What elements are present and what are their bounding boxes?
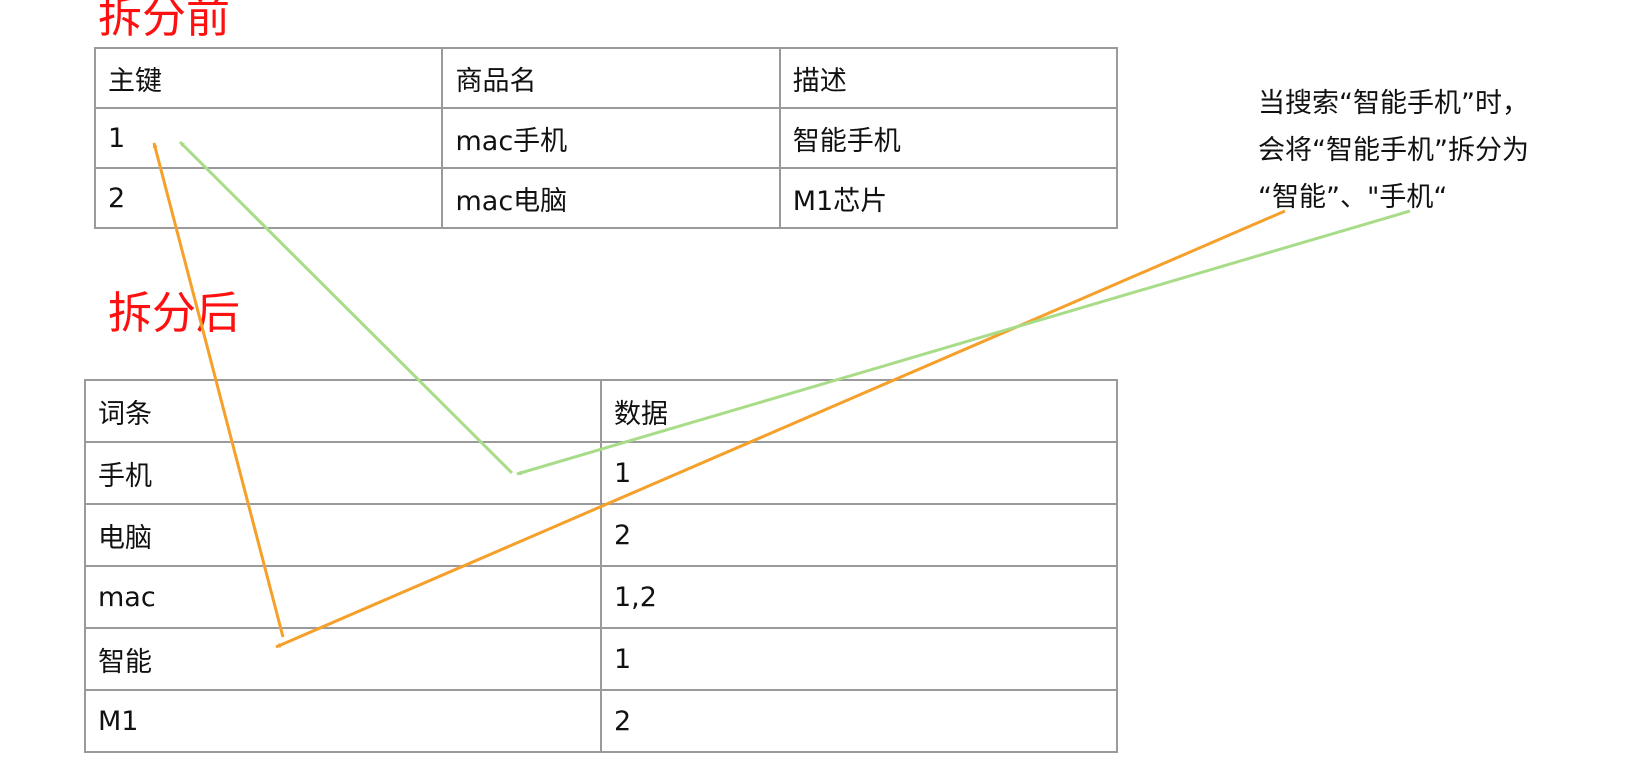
table-row: 2 mac电脑 M1芯片 xyxy=(93,167,1119,229)
table-cell: 2 xyxy=(600,503,1118,567)
column-header: 数据 xyxy=(600,379,1118,443)
table-cell: 1 xyxy=(600,441,1118,505)
note-line: “智能”、"手机“ xyxy=(1258,182,1448,213)
table-cell: 电脑 xyxy=(84,503,602,567)
table-cell: 智能 xyxy=(84,627,602,691)
table-row: M1 2 xyxy=(84,689,1118,753)
table-cell: 2 xyxy=(93,167,444,229)
table-cell: M1 xyxy=(84,689,602,753)
table-cell: 1 xyxy=(600,627,1118,691)
column-header: 描述 xyxy=(778,47,1119,109)
search-explanation-note: 当搜索“智能手机”时， 会将“智能手机”拆分为 “智能”、"手机“ xyxy=(1258,80,1529,221)
table-cell: mac电脑 xyxy=(441,167,781,229)
before-split-table: 主键 商品名 描述 1 mac手机 智能手机 2 mac电脑 M1芯片 xyxy=(93,47,1119,229)
table-header-row: 词条 数据 xyxy=(84,379,1118,443)
table-cell: 1,2 xyxy=(600,565,1118,629)
note-line: 当搜索“智能手机”时， xyxy=(1258,88,1529,119)
table-cell: M1芯片 xyxy=(778,167,1119,229)
table-row: 手机 1 xyxy=(84,441,1118,505)
table-row: 电脑 2 xyxy=(84,503,1118,567)
column-header: 商品名 xyxy=(441,47,781,109)
note-line: 会将“智能手机”拆分为 xyxy=(1258,135,1529,166)
after-split-title: 拆分后 xyxy=(108,288,240,339)
table-row: 1 mac手机 智能手机 xyxy=(93,107,1119,169)
table-header-row: 主键 商品名 描述 xyxy=(93,47,1119,109)
after-split-table: 词条 数据 手机 1 电脑 2 mac 1,2 智能 1 M1 2 xyxy=(84,379,1118,753)
table-row: 智能 1 xyxy=(84,627,1118,691)
column-header: 词条 xyxy=(84,379,602,443)
table-cell: 1 xyxy=(93,107,444,169)
table-cell: mac xyxy=(84,565,602,629)
column-header: 主键 xyxy=(93,47,444,109)
table-cell: 2 xyxy=(600,689,1118,753)
table-cell: 手机 xyxy=(84,441,602,505)
before-split-title: 拆分前 xyxy=(98,0,230,43)
table-row: mac 1,2 xyxy=(84,565,1118,629)
table-cell: 智能手机 xyxy=(778,107,1119,169)
table-cell: mac手机 xyxy=(441,107,781,169)
